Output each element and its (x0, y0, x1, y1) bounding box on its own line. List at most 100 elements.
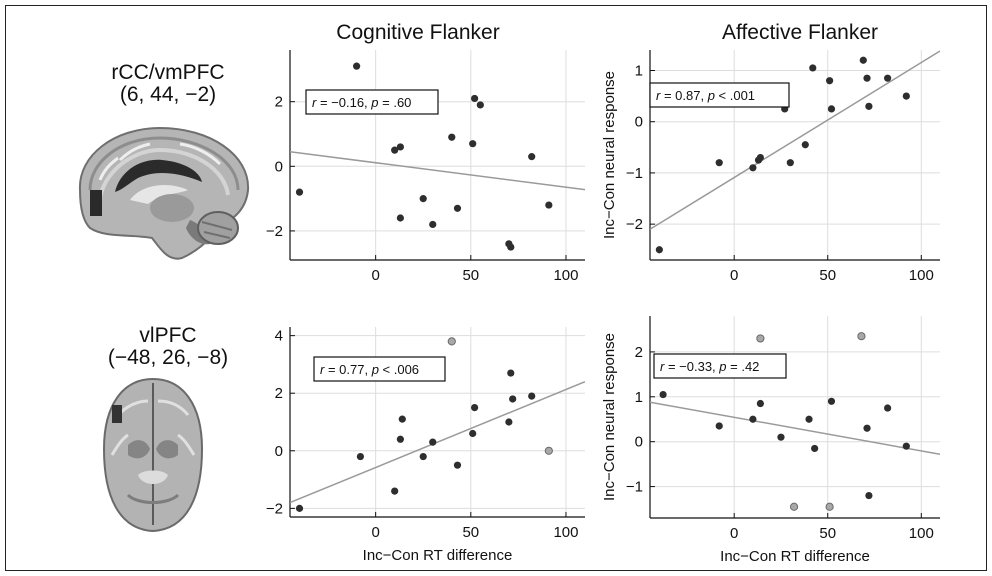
y-tick-label: 0 (275, 443, 283, 460)
p-value-number: < .001 (715, 88, 755, 103)
y-tick-label: 2 (635, 344, 643, 361)
x-tick-label: 0 (371, 524, 379, 541)
region-coords: (6, 44, −2) (119, 83, 217, 106)
data-point (528, 392, 536, 400)
r-value: r (312, 95, 317, 110)
data-point (391, 487, 399, 495)
data-point (453, 204, 462, 212)
data-point (396, 214, 404, 222)
data-point (453, 461, 462, 469)
data-point (811, 444, 819, 453)
sagittal-brain-image (78, 126, 250, 260)
region-name: vlPFC (139, 324, 197, 347)
data-point (429, 438, 437, 446)
data-point (419, 452, 427, 461)
column-title-affective: Affective Flanker (721, 21, 878, 44)
r-value: r (320, 362, 325, 377)
outlier-point (447, 337, 456, 346)
p-value: p (371, 362, 379, 377)
data-point (777, 433, 785, 441)
data-point (865, 102, 873, 110)
stats-annotation: r = −0.33, p = .42 (660, 359, 759, 374)
y-tick-label: 1 (635, 62, 643, 79)
data-point (391, 146, 399, 154)
y-tick-label: −1 (626, 479, 643, 496)
outlier-point (756, 334, 765, 343)
x-axis-label: Inc−Con RT difference (720, 548, 870, 565)
data-point (505, 418, 513, 426)
y-tick-label: 0 (635, 114, 643, 131)
x-tick-label: 0 (371, 267, 379, 284)
data-point (507, 369, 515, 377)
x-tick-label: 50 (819, 267, 836, 284)
data-point (469, 140, 477, 148)
stats-annotation: r = 0.77, p < .006 (320, 362, 419, 377)
data-point (659, 390, 667, 399)
stats-annotation-box (305, 89, 439, 115)
region-label-bottom: vlPFC (−48, 26, −8) (68, 325, 268, 369)
data-point (471, 94, 479, 103)
column-title-cognitive: Cognitive Flanker (336, 21, 500, 44)
regression-line (290, 151, 585, 191)
data-point (827, 105, 836, 113)
data-point (655, 246, 663, 254)
regression-line (650, 401, 940, 455)
y-tick-label: 0 (275, 158, 283, 175)
data-point (715, 422, 723, 430)
data-point (749, 164, 757, 172)
data-point (865, 491, 873, 500)
data-point (715, 159, 723, 167)
p-value: p (718, 359, 726, 374)
r-value: r (656, 88, 661, 103)
y-tick-label: −2 (266, 223, 283, 240)
y-tick-label: −1 (626, 165, 643, 182)
p-value-number: < .006 (379, 362, 419, 377)
r-value-number: = −0.16, (316, 95, 371, 110)
data-point (429, 220, 437, 229)
data-point (756, 153, 764, 162)
scatter-panel-1: 0 50 100 −2 0 2 r = −0.16, p = .60 (266, 50, 585, 284)
region-name: rCC/vmPFC (111, 61, 225, 84)
data-point (902, 92, 910, 100)
outlier-point (825, 502, 834, 511)
axial-brain-image (102, 377, 204, 533)
data-point (805, 415, 813, 423)
region-coords: (−48, 26, −8) (107, 346, 229, 369)
data-point (396, 435, 404, 443)
p-value-number: = .42 (727, 359, 760, 374)
outlier-point (789, 502, 799, 511)
y-tick-label: 1 (635, 389, 643, 406)
data-point (471, 404, 479, 412)
data-point (827, 397, 836, 405)
r-value-number: = −0.33, (664, 359, 719, 374)
data-point (356, 452, 365, 461)
r-value: r (660, 359, 665, 374)
y-tick-label: 4 (275, 328, 283, 345)
data-point (859, 56, 867, 64)
y-tick-label: 0 (635, 434, 643, 451)
data-point (509, 395, 517, 403)
x-tick-label: 0 (730, 525, 738, 542)
outlier-point (857, 332, 866, 341)
y-axis-label: Inc−Con neural response (601, 333, 618, 501)
x-tick-label: 100 (909, 525, 934, 542)
region-label-top: rCC/vmPFC (6, 44, −2) (68, 62, 268, 106)
data-point (884, 404, 892, 412)
p-value: p (370, 95, 378, 110)
x-tick-label: 100 (553, 267, 578, 284)
x-axis-label: Inc−Con RT difference (363, 547, 513, 564)
data-point (756, 399, 764, 408)
stats-annotation: r = −0.16, p = .60 (312, 95, 411, 110)
y-tick-label: −2 (626, 216, 643, 233)
data-point (528, 153, 536, 161)
data-point (863, 74, 871, 82)
p-value: p (707, 88, 715, 103)
data-point (398, 415, 406, 423)
data-point (786, 159, 794, 167)
scatter-panel-4: 0 50 100 −1 0 1 2 r = −0.33, p = .42 Inc−Con neu… (601, 316, 940, 565)
data-point (469, 429, 477, 438)
data-point (295, 188, 304, 196)
x-tick-label: 100 (909, 267, 934, 284)
y-tick-label: 2 (275, 94, 283, 111)
r-value-number: = 0.87, (660, 88, 707, 103)
